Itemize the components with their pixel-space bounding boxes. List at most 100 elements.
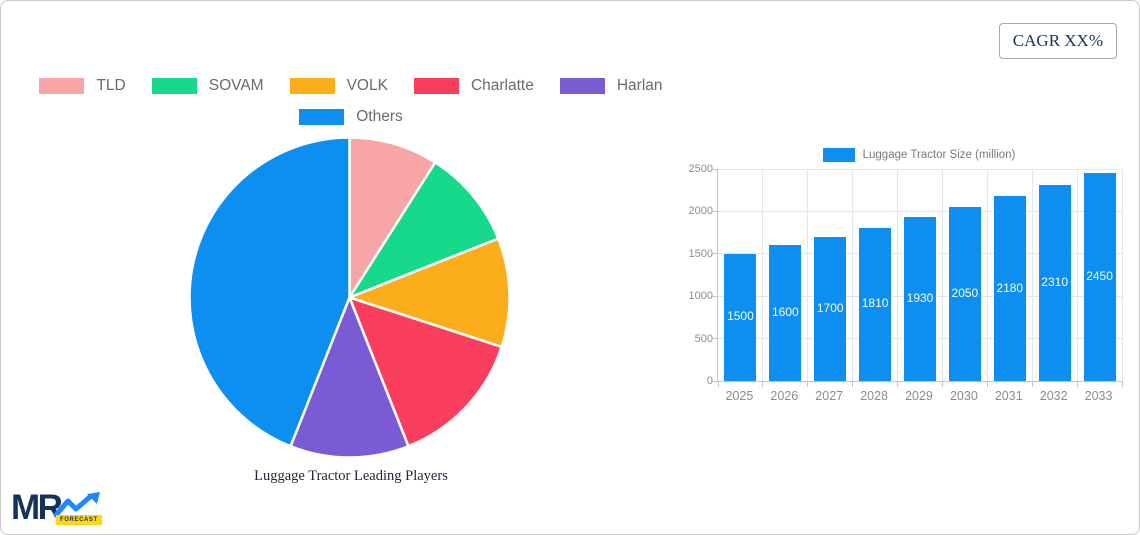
legend-item-others[interactable]: Others	[299, 108, 403, 126]
x-tick	[941, 381, 943, 387]
bar-value-label: 1810	[861, 296, 889, 311]
pie-slice-harlan	[289, 296, 410, 459]
logo-trend-arrow-icon	[53, 492, 100, 518]
h-gridline	[718, 168, 1122, 170]
x-tick	[717, 381, 719, 387]
x-tick	[1031, 381, 1033, 387]
legend-swatch	[559, 78, 605, 94]
y-tick	[712, 338, 718, 340]
pie-slice-others	[188, 136, 351, 448]
legend-row: TLD SOVAM VOLK Charlatte Harlan	[1, 77, 701, 95]
v-gridline	[1076, 169, 1078, 381]
legend-label: Others	[356, 108, 403, 125]
legend-row: Others	[1, 108, 701, 126]
bar-2028	[859, 227, 892, 381]
x-tick-label: 2031	[994, 389, 1023, 403]
bar-chart: Luggage Tractor Size (million) 0 500 1000 1…	[689, 146, 1139, 408]
bar-2027	[814, 236, 847, 381]
legend-label: TLD	[96, 77, 126, 94]
v-gridline	[986, 169, 988, 381]
x-tick-label: 2030	[949, 389, 978, 403]
v-gridline	[1121, 169, 1123, 381]
x-tick	[1076, 381, 1078, 387]
legend-swatch	[39, 78, 85, 94]
bar-2025	[724, 253, 757, 381]
legend-swatch	[413, 78, 459, 94]
legend-swatch	[151, 78, 197, 94]
y-tick-label: 1000	[688, 290, 713, 303]
cagr-badge: CAGR XX%	[998, 23, 1117, 59]
x-tick-label: 2029	[905, 389, 933, 403]
legend-item-tld[interactable]: TLD	[39, 77, 126, 95]
bar-2031	[993, 196, 1026, 381]
v-gridline	[1031, 169, 1033, 381]
legend-item-harlan[interactable]: Harlan	[559, 77, 663, 95]
y-tick	[712, 295, 718, 297]
legend-item-sovam[interactable]: SOVAM	[151, 77, 264, 95]
legend-item-volk[interactable]: VOLK	[289, 77, 388, 95]
pie-legend: TLD SOVAM VOLK Charlatte Harlan Others	[1, 77, 701, 126]
h-gridline	[718, 210, 1122, 212]
x-tick	[807, 381, 809, 387]
x-tick	[852, 381, 854, 387]
mr-forecast-logo: MR FORECAST	[11, 489, 107, 531]
y-axis-labels: 0 500 1000 1500 2000 2500	[667, 163, 713, 387]
y-tick-label: 500	[694, 332, 713, 345]
v-gridline	[852, 169, 854, 381]
bar-2030	[948, 207, 981, 381]
legend-label: SOVAM	[208, 77, 264, 94]
bar-value-label: 1930	[906, 291, 934, 306]
logo-text: MR	[11, 488, 63, 527]
y-tick	[712, 253, 718, 255]
x-tick-label: 2025	[725, 389, 754, 403]
pie-slice-sovam	[348, 161, 500, 299]
legend-swatch	[299, 109, 345, 125]
v-gridline	[762, 169, 764, 381]
bar-2033	[1083, 173, 1116, 381]
legend-label: VOLK	[346, 77, 388, 94]
x-tick	[762, 381, 764, 387]
pie-svg	[188, 136, 511, 459]
bar-2032	[1038, 185, 1071, 381]
logo-forecast-badge: FORECAST	[56, 515, 102, 525]
bar-legend-label: Luggage Tractor Size (million)	[862, 149, 1016, 161]
x-tick	[1121, 381, 1123, 387]
bar-chart-legend[interactable]: Luggage Tractor Size (million)	[717, 148, 1121, 162]
bar-value-label: 1600	[771, 305, 799, 320]
bar-2026	[769, 245, 802, 381]
y-tick-label: 1500	[688, 247, 713, 260]
x-tick-label: 2033	[1084, 389, 1113, 403]
x-tick-label: 2026	[770, 389, 799, 403]
bar-value-label: 1700	[816, 300, 844, 315]
bar-value-label: 2310	[1041, 275, 1068, 290]
x-tick-label: 2032	[1039, 389, 1068, 403]
pie-chart	[186, 134, 513, 461]
y-tick	[712, 380, 718, 382]
x-tick	[897, 381, 899, 387]
x-tick-label: 2028	[860, 389, 888, 403]
legend-label: Harlan	[616, 77, 663, 94]
pie-slice-charlatte	[348, 296, 503, 448]
x-tick-label: 2027	[815, 389, 844, 403]
pie-chart-title: Luggage Tractor Leading Players	[254, 468, 448, 484]
bar-plot-area: 1500 1600 1700 1810 1930 2050 2180 2310 2450	[712, 168, 1123, 387]
x-tick	[986, 381, 988, 387]
y-tick-label: 2500	[688, 163, 713, 175]
pie-slice-tld	[348, 136, 437, 299]
bar-legend-swatch	[822, 148, 855, 162]
legend-label: Charlatte	[470, 77, 534, 94]
bar-value-label: 2050	[951, 286, 979, 301]
bar-value-label: 2180	[996, 280, 1024, 295]
v-gridline	[941, 169, 943, 381]
pie-slice-volk	[348, 237, 511, 349]
y-tick	[712, 210, 718, 212]
legend-swatch	[289, 78, 335, 94]
y-tick	[712, 168, 718, 170]
bar-value-label: 2450	[1086, 269, 1113, 284]
bar-value-label: 1500	[727, 309, 754, 324]
bar-2029	[904, 217, 936, 381]
legend-item-charlatte[interactable]: Charlatte	[413, 77, 534, 95]
y-tick-label: 0	[706, 375, 713, 387]
y-tick-label: 2000	[688, 205, 713, 218]
